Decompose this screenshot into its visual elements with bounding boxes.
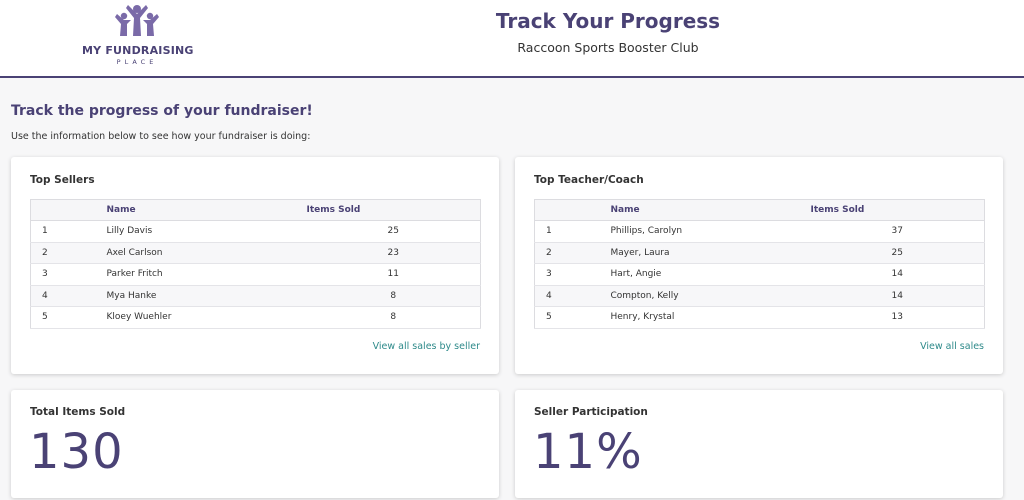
table-row: 5 Henry, Krystal 13: [534, 306, 985, 329]
name-cell: Kloey Wuehler: [106, 306, 307, 329]
items-cell: 37: [810, 220, 985, 243]
name-cell: Mayer, Laura: [610, 242, 811, 264]
table-header-row: Name Items Sold: [534, 199, 985, 221]
section-description: Use the information below to see how you…: [11, 131, 311, 142]
table-row: 1 Lilly Davis 25: [30, 220, 481, 243]
name-cell: Henry, Krystal: [610, 306, 811, 329]
items-cell: 14: [810, 285, 985, 307]
rank-cell: 2: [534, 242, 611, 264]
card-title: Seller Participation: [534, 406, 648, 418]
total-items-value: 130: [29, 424, 124, 480]
site-header: MY FUNDRAISING PLACE Track Your Progress…: [0, 0, 1024, 78]
table-row: 2 Axel Carlson 23: [30, 242, 481, 264]
items-cell: 8: [306, 306, 481, 329]
view-all-sales-link[interactable]: View all sales: [920, 341, 984, 352]
total-items-sold-card: Total Items Sold 130: [11, 390, 499, 498]
name-cell: Mya Hanke: [106, 285, 307, 307]
seller-participation-value: 11%: [533, 424, 643, 480]
items-cell: 25: [306, 220, 481, 243]
view-all-sales-by-seller-link[interactable]: View all sales by seller: [372, 341, 480, 352]
top-sellers-table: Name Items Sold 1 Lilly Davis 25 2 Axel …: [30, 199, 481, 329]
page-title: Track Your Progress: [495, 9, 721, 33]
top-teacher-table: Name Items Sold 1 Phillips, Carolyn 37 2…: [534, 199, 985, 329]
table-row: 2 Mayer, Laura 25: [534, 242, 985, 264]
name-cell: Lilly Davis: [106, 220, 307, 243]
name-cell: Hart, Angie: [610, 263, 811, 286]
name-cell: Parker Fritch: [106, 263, 307, 286]
rank-cell: 3: [534, 263, 611, 286]
column-header-items-sold: Items Sold: [306, 199, 481, 221]
column-header-name: Name: [106, 199, 307, 221]
rank-cell: 1: [30, 220, 107, 243]
items-cell: 23: [306, 242, 481, 264]
rank-cell: 2: [30, 242, 107, 264]
items-cell: 14: [810, 263, 985, 286]
column-header-rank: [534, 199, 611, 221]
seller-participation-card: Seller Participation 11%: [515, 390, 1003, 498]
organization-name: Raccoon Sports Booster Club: [517, 40, 699, 55]
rank-cell: 4: [30, 285, 107, 307]
rank-cell: 3: [30, 263, 107, 286]
rank-cell: 1: [534, 220, 611, 243]
section-heading: Track the progress of your fundraiser!: [11, 103, 313, 119]
table-row: 5 Kloey Wuehler 8: [30, 306, 481, 329]
table-header-row: Name Items Sold: [30, 199, 481, 221]
items-cell: 11: [306, 263, 481, 286]
top-sellers-card: Top Sellers Name Items Sold 1 Lilly Davi…: [11, 157, 499, 374]
card-title: Top Sellers: [30, 174, 95, 186]
table-row: 4 Compton, Kelly 14: [534, 285, 985, 307]
rank-cell: 5: [534, 306, 611, 329]
name-cell: Compton, Kelly: [610, 285, 811, 307]
rank-cell: 5: [30, 306, 107, 329]
name-cell: Phillips, Carolyn: [610, 220, 811, 243]
name-cell: Axel Carlson: [106, 242, 307, 264]
logo-text: MY FUNDRAISING: [82, 44, 194, 57]
items-cell: 8: [306, 285, 481, 307]
table-row: 4 Mya Hanke 8: [30, 285, 481, 307]
rank-cell: 4: [534, 285, 611, 307]
column-header-items-sold: Items Sold: [810, 199, 985, 221]
items-cell: 13: [810, 306, 985, 329]
column-header-name: Name: [610, 199, 811, 221]
people-logo-icon: [115, 5, 159, 36]
table-row: 3 Hart, Angie 14: [534, 263, 985, 286]
table-row: 3 Parker Fritch 11: [30, 263, 481, 286]
card-title: Total Items Sold: [30, 406, 126, 418]
top-teacher-coach-card: Top Teacher/Coach Name Items Sold 1 Phil…: [515, 157, 1003, 374]
column-header-rank: [30, 199, 107, 221]
table-row: 1 Phillips, Carolyn 37: [534, 220, 985, 243]
items-cell: 25: [810, 242, 985, 264]
logo-subtext: PLACE: [116, 58, 158, 66]
card-title: Top Teacher/Coach: [534, 174, 644, 186]
brand-logo[interactable]: MY FUNDRAISING PLACE: [82, 2, 194, 68]
